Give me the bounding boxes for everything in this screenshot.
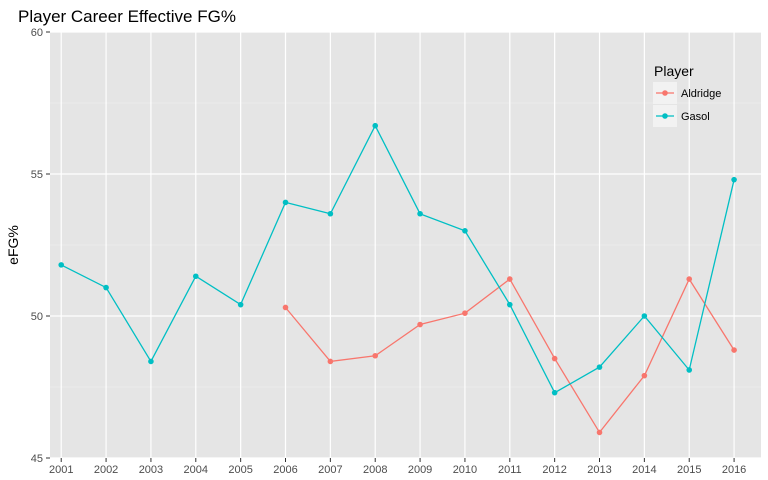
data-point-gasol bbox=[731, 176, 737, 183]
data-point-aldridge bbox=[372, 352, 379, 359]
x-tick-label: 2011 bbox=[498, 464, 522, 476]
x-tick-label: 2013 bbox=[587, 464, 611, 476]
x-tick-label: 2002 bbox=[94, 464, 118, 476]
data-point-gasol bbox=[641, 313, 648, 319]
data-point-aldridge bbox=[731, 347, 737, 353]
x-tick-label: 2007 bbox=[318, 464, 342, 476]
legend-key-point-gasol bbox=[662, 113, 668, 119]
data-point-aldridge bbox=[641, 372, 648, 379]
x-tick-label: 2012 bbox=[542, 464, 566, 476]
legend: Player Aldridge Gasol bbox=[653, 63, 721, 127]
chart-title: Player Career Effective FG% bbox=[18, 7, 236, 26]
x-tick-label: 2006 bbox=[273, 464, 297, 476]
y-axis-title: eFG% bbox=[5, 225, 21, 265]
data-point-gasol bbox=[148, 358, 154, 365]
y-tick-label: 50 bbox=[31, 311, 43, 323]
x-tick-label: 2014 bbox=[632, 464, 656, 476]
x-axis: 2001 2002 2003 2004 2005 2006 2007 2008 2009 2010… bbox=[49, 458, 746, 476]
data-point-gasol bbox=[596, 364, 603, 370]
data-point-aldridge bbox=[551, 355, 558, 362]
data-point-aldridge bbox=[506, 276, 513, 282]
data-point-aldridge bbox=[327, 358, 334, 365]
x-tick-label: 2008 bbox=[363, 464, 387, 476]
y-axis: 45 50 55 60 bbox=[31, 27, 50, 465]
x-tick-label: 2003 bbox=[139, 464, 163, 476]
data-point-aldridge bbox=[417, 321, 423, 328]
y-tick-label: 45 bbox=[31, 453, 43, 465]
data-point-gasol bbox=[103, 284, 109, 291]
data-point-aldridge bbox=[686, 276, 693, 282]
x-tick-label: 2001 bbox=[49, 464, 73, 476]
data-point-gasol bbox=[462, 228, 468, 234]
legend-label-aldridge: Aldridge bbox=[681, 88, 721, 100]
grid bbox=[50, 31, 761, 459]
series-line-gasol bbox=[60, 124, 735, 394]
legend-label-gasol: Gasol bbox=[681, 111, 710, 123]
data-point-gasol bbox=[686, 367, 693, 373]
x-tick-label: 2016 bbox=[722, 464, 746, 476]
legend-title: Player bbox=[654, 63, 694, 79]
data-point-gasol bbox=[58, 262, 65, 268]
x-tick-label: 2004 bbox=[184, 464, 208, 476]
data-point-aldridge bbox=[282, 304, 289, 311]
data-point-gasol bbox=[192, 273, 199, 280]
legend-key-point-aldridge bbox=[662, 90, 668, 96]
y-tick-label: 55 bbox=[31, 169, 43, 181]
x-tick-label: 2009 bbox=[408, 464, 432, 476]
series-group bbox=[58, 122, 737, 436]
y-tick-label: 60 bbox=[31, 27, 43, 39]
data-point-gasol bbox=[506, 301, 513, 308]
x-tick-label: 2005 bbox=[228, 464, 252, 476]
x-tick-label: 2010 bbox=[453, 464, 477, 476]
x-tick-label: 2015 bbox=[677, 464, 701, 476]
data-point-gasol bbox=[237, 301, 244, 308]
data-point-gasol bbox=[327, 210, 334, 217]
data-point-aldridge bbox=[596, 429, 603, 436]
data-point-gasol bbox=[372, 122, 379, 129]
data-point-gasol bbox=[282, 199, 289, 206]
data-point-gasol bbox=[417, 210, 423, 217]
data-point-aldridge bbox=[462, 310, 468, 316]
data-point-gasol bbox=[551, 389, 558, 396]
